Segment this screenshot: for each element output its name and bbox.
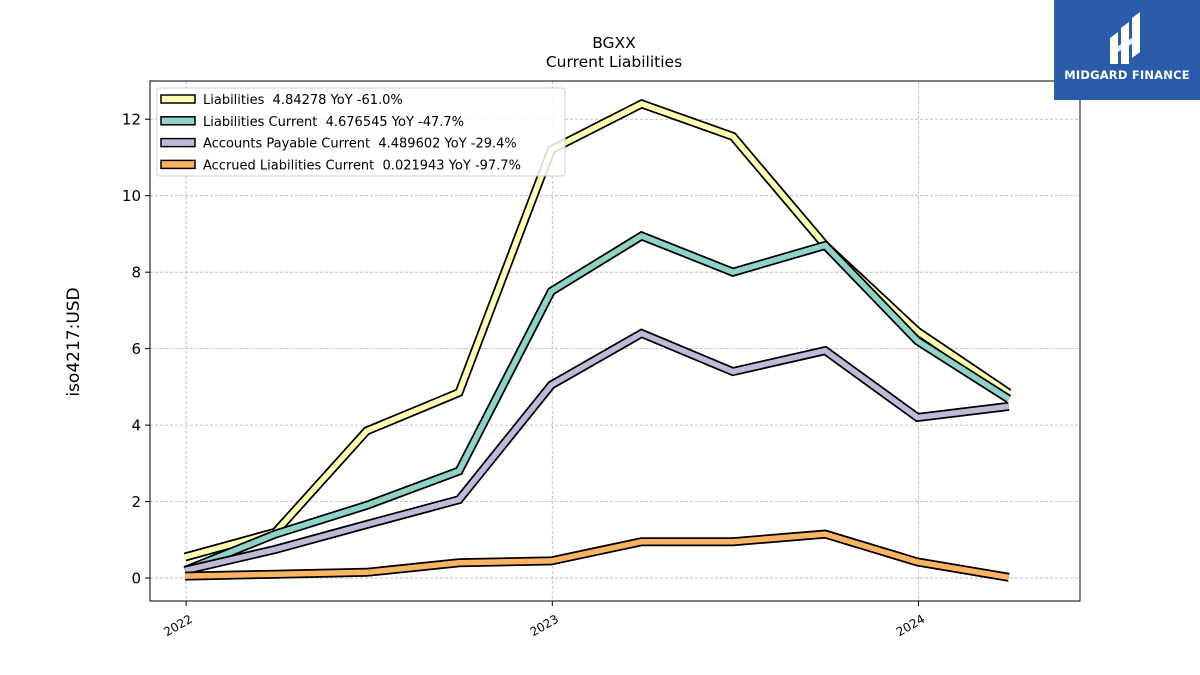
chart-subtitle: Current Liabilities [546,53,682,71]
legend-label-liabilities-current: Liabilities Current 4.676545 YoY -47.7% [203,115,464,130]
y-tick-label: 12 [122,111,141,129]
legend-swatch-liabilities-current [160,116,196,126]
y-tick-label: 10 [122,187,141,205]
legend: Liabilities 4.84278 YoY -61.0% Liabilitie… [156,87,566,177]
x-tick-label: 2024 [894,612,927,639]
legend-frame [156,87,566,177]
series-line-accrued-liabilities-current [185,531,1010,581]
y-tick-label: 8 [131,264,141,282]
chart-title: BGXX [592,34,636,52]
logo-text: MIDGARD FINANCE [1064,68,1190,82]
y-tick-label: 4 [131,417,141,435]
series-outline-accounts-payable-current [184,328,1010,575]
legend-swatch-liabilities [160,94,196,104]
y-tick-label: 2 [131,493,141,511]
series-layer [183,99,1012,582]
series-outline-liabilities-current [183,230,1012,575]
legend-label-liabilities: Liabilities 4.84278 YoY -61.0% [203,93,403,108]
y-axis: 0 2 4 6 8 10 12 [122,111,150,588]
x-tick-label: 2022 [161,612,194,639]
y-tick-label: 0 [131,570,141,588]
y-axis-label: iso4217:USD [64,287,84,396]
x-axis: 2022 2023 2024 [161,601,927,639]
logo-icon [1110,12,1140,64]
plot-frame [149,80,1081,602]
legend-label-accrued-liabilities-current: Accrued Liabilities Current 0.021943 YoY… [203,158,521,173]
x-tick-label: 2023 [528,612,561,639]
legend-label-accounts-payable-current: Accounts Payable Current 4.489602 YoY -2… [203,137,517,152]
y-tick-label: 6 [131,340,141,358]
series-line-liabilities-current [184,232,1011,573]
legend-swatch-accounts-payable-current [160,137,196,148]
series-line-accounts-payable-current [184,330,1010,574]
brand-logo: MIDGARD FINANCE [1054,0,1200,100]
legend-swatch-accrued-liabilities-current [160,159,196,170]
